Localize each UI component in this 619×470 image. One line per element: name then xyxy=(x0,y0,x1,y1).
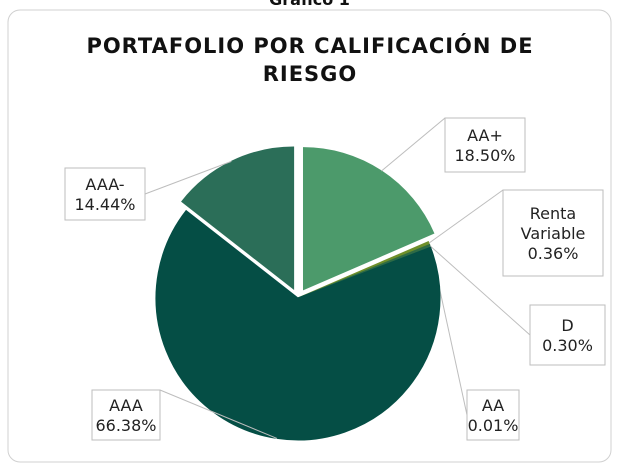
label-box xyxy=(91,389,161,441)
value-label: 14.44% xyxy=(74,195,135,214)
pie-slice xyxy=(155,209,441,441)
pie-slice xyxy=(302,147,435,291)
category-label-line: Variable xyxy=(521,224,586,243)
category-label-line: Renta xyxy=(530,204,576,223)
label-box xyxy=(529,304,606,366)
pie-slice xyxy=(181,146,295,291)
leader-line xyxy=(381,117,446,172)
leader-line xyxy=(144,160,232,195)
value-label: 0.30% xyxy=(542,336,593,355)
label-box xyxy=(466,389,520,441)
category-label: Renta Variable xyxy=(521,204,586,243)
chart-title: PORTAFOLIO POR CALIFICACIÓN DE RIESGO xyxy=(86,34,534,86)
category-label: AAA- xyxy=(85,175,124,194)
heading: Gráfico 1 xyxy=(0,0,619,9)
leader-line xyxy=(429,245,531,336)
leader-line xyxy=(428,189,504,244)
label-box xyxy=(502,189,604,277)
category-label: D xyxy=(561,316,573,335)
category-label: AAA xyxy=(109,396,143,415)
value-label: 18.50% xyxy=(454,146,515,165)
leader-line xyxy=(159,389,278,439)
category-label: AA xyxy=(482,396,504,415)
label-box xyxy=(64,167,146,221)
value-label: 66.38% xyxy=(95,416,156,435)
category-label: AA+ xyxy=(467,126,503,145)
value-label: 0.01% xyxy=(468,416,519,435)
label-box xyxy=(444,117,526,173)
value-label: 0.36% xyxy=(528,244,579,263)
